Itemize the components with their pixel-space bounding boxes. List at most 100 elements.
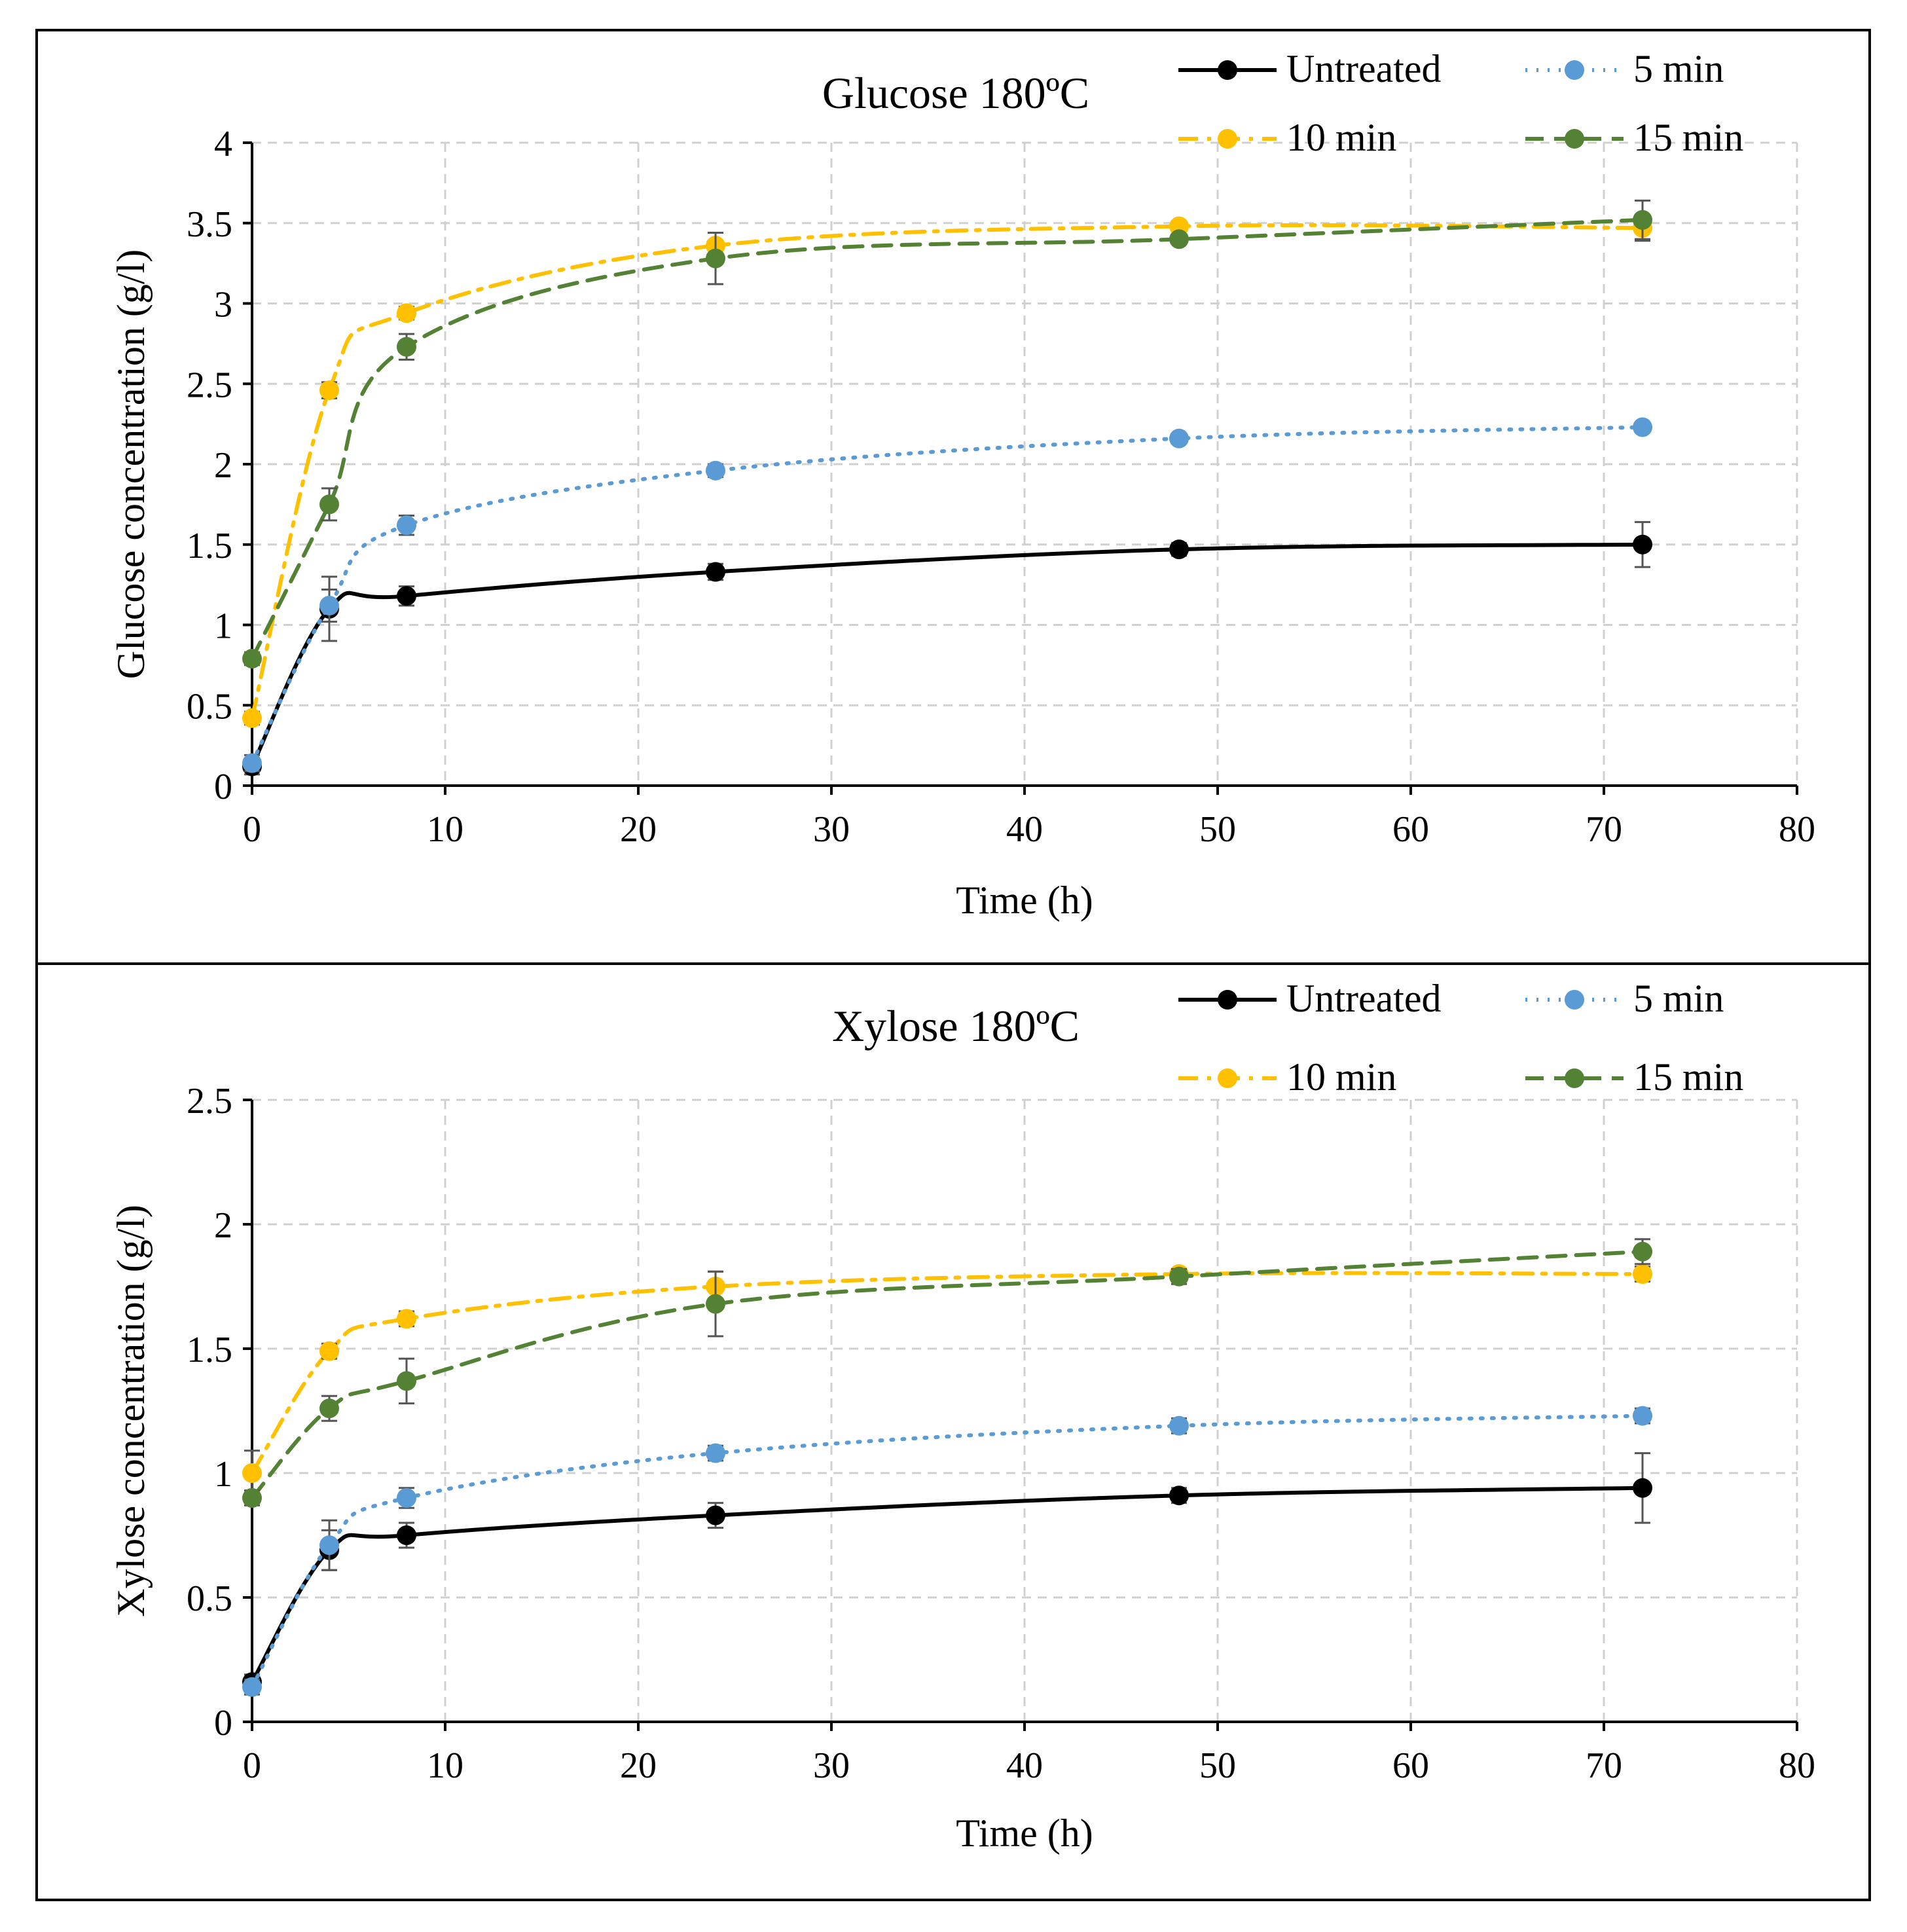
y-tick-label: 2.5 [187, 365, 232, 405]
data-point-min5 [706, 1443, 725, 1463]
x-tick-label: 20 [620, 809, 657, 850]
data-point-min5 [397, 1488, 416, 1508]
data-point-untreated [397, 1525, 416, 1545]
data-point-min5 [319, 1535, 339, 1556]
chart-title: Xylose 180ºC [832, 1001, 1080, 1051]
y-tick-label: 1.5 [187, 526, 232, 566]
data-point-min10 [242, 1463, 262, 1483]
data-point-min15 [1169, 1266, 1189, 1286]
legend-label-min15: 15 min [1633, 116, 1743, 159]
legend-label-untreated: Untreated [1286, 977, 1442, 1020]
chart-panel-2: 0 0.5 1 1.5 2 2.5 0 10 20 30 40 50 60 70 80 Time (h) Xyl… [109, 977, 1815, 1855]
data-point-min15 [1169, 229, 1189, 249]
legend: Untreated 5 min 10 min 15 min [1178, 47, 1743, 159]
series-min15 [242, 1238, 1652, 1508]
x-tick-label: 10 [427, 809, 463, 850]
data-point-min15 [242, 1488, 262, 1508]
x-tick-label: 80 [1779, 1745, 1815, 1786]
series-min5 [242, 417, 1652, 773]
series-min5 [242, 1406, 1652, 1697]
y-tick-label: 1 [214, 606, 232, 647]
x-tick-label: 70 [1586, 1745, 1622, 1786]
legend-label-untreated: Untreated [1286, 47, 1442, 90]
data-point-untreated [706, 562, 725, 582]
x-tick-label: 20 [620, 1745, 657, 1786]
data-point-min10 [319, 1341, 339, 1361]
legend-marker-min10 [1218, 129, 1237, 149]
x-tick-label: 60 [1392, 1745, 1429, 1786]
data-point-untreated [397, 586, 416, 606]
data-point-min5 [242, 1677, 262, 1697]
data-point-min15 [397, 337, 416, 357]
legend-marker-min10 [1218, 1068, 1237, 1088]
y-tick-label: 2.5 [187, 1081, 232, 1121]
data-point-min15 [706, 1294, 725, 1314]
y-tick-label: 3 [214, 285, 232, 325]
legend-label-min5: 5 min [1633, 47, 1724, 90]
data-point-min10 [397, 1309, 416, 1329]
data-point-untreated [1169, 1485, 1189, 1506]
legend-marker-min5 [1565, 990, 1584, 1010]
data-point-min10 [242, 708, 262, 728]
data-point-min5 [1169, 428, 1189, 448]
data-point-min5 [1169, 1415, 1189, 1436]
y-tick-label: 4 [214, 124, 232, 164]
data-point-untreated [1633, 1478, 1652, 1498]
y-tick-label: 0.5 [187, 686, 232, 727]
x-tick-label: 70 [1586, 809, 1622, 850]
data-point-min10 [397, 303, 416, 323]
y-tick-label: 0 [214, 1703, 232, 1743]
y-axis-title: Xylose concentration (g/l) [109, 1205, 153, 1617]
x-tick-label: 30 [813, 1745, 850, 1786]
data-point-min15 [1633, 210, 1652, 230]
legend-label-min10: 10 min [1286, 116, 1396, 159]
legend-marker-min5 [1565, 60, 1584, 80]
data-point-untreated [1633, 534, 1652, 555]
y-tick-label: 2 [214, 445, 232, 486]
data-point-min5 [1633, 417, 1652, 437]
y-axis-title: Glucose concentration (g/l) [109, 249, 153, 679]
chart-title: Glucose 180ºC [822, 68, 1089, 118]
legend-marker-untreated [1218, 990, 1237, 1010]
data-point-min15 [242, 649, 262, 669]
y-tick-label: 0.5 [187, 1578, 232, 1619]
data-point-min15 [1633, 1241, 1652, 1262]
x-tick-label: 40 [1006, 809, 1043, 850]
data-point-min15 [319, 1398, 339, 1419]
legend-marker-min15 [1565, 1068, 1584, 1088]
y-tick-label: 2 [214, 1205, 232, 1246]
data-point-min5 [397, 515, 416, 536]
data-point-min10 [1633, 1264, 1652, 1284]
data-point-untreated [1169, 539, 1189, 560]
gridlines [252, 141, 1798, 786]
legend-marker-min15 [1565, 129, 1584, 149]
gridlines [252, 1099, 1798, 1722]
data-point-min15 [397, 1371, 416, 1391]
y-tick-label: 3.5 [187, 204, 232, 245]
data-point-untreated [706, 1505, 725, 1525]
x-tick-label: 60 [1392, 809, 1429, 850]
y-tick-label: 1.5 [187, 1330, 232, 1370]
data-point-min15 [706, 248, 725, 268]
data-point-min5 [1633, 1406, 1652, 1426]
data-point-min5 [242, 753, 262, 773]
x-tick-label: 50 [1199, 1745, 1236, 1786]
data-point-min5 [319, 596, 339, 616]
x-tick-label: 80 [1779, 809, 1815, 850]
x-tick-label: 40 [1006, 1745, 1043, 1786]
x-tick-label: 30 [813, 809, 850, 850]
x-tick-label: 0 [243, 1745, 261, 1786]
y-tick-label: 0 [214, 767, 232, 807]
x-axis-title: Time (h) [956, 879, 1093, 922]
legend-label-min10: 10 min [1286, 1055, 1396, 1099]
y-tick-label: 1 [214, 1454, 232, 1495]
x-axis-title: Time (h) [956, 1812, 1093, 1855]
data-point-min10 [319, 380, 339, 401]
series-line-min10 [250, 223, 1644, 720]
x-tick-label: 0 [243, 809, 261, 850]
legend: Untreated 5 min 10 min 15 min [1178, 977, 1743, 1099]
legend-marker-untreated [1218, 60, 1237, 80]
x-tick-label: 10 [427, 1745, 463, 1786]
